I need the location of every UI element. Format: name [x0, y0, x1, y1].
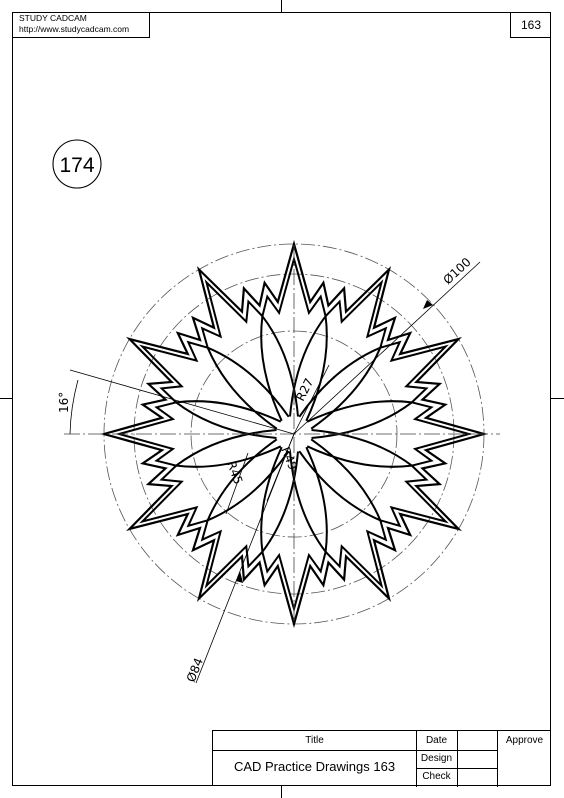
date-label: Date — [425, 735, 448, 746]
title-block: Title CAD Practice Drawings 163 Date Des… — [212, 730, 551, 787]
sheet-number: 163 — [510, 12, 551, 38]
approve-label: Approve — [505, 735, 544, 746]
radius-49-label: R49 — [278, 445, 300, 472]
part-number-label: 174 — [59, 154, 94, 177]
petals-outline — [173, 313, 415, 555]
radius-45-leader — [225, 452, 249, 515]
angle-label: 16° — [57, 392, 71, 413]
diameter-84-label: Ø84 — [184, 656, 206, 684]
angle-extension-line — [69, 369, 295, 435]
radius-49-leader — [266, 433, 295, 502]
flower-inner-outline — [115, 255, 473, 613]
center-tick-bottom — [281, 786, 283, 798]
drawing-title: CAD Practice Drawings 163 — [233, 759, 396, 774]
center-tick-top — [281, 0, 283, 12]
company-header: STUDY CADCAM http://www.studycadcam.com — [12, 12, 150, 38]
part-number-bubble — [52, 139, 102, 189]
angle-dimension-arc — [69, 379, 79, 435]
radius-27-leader — [293, 364, 330, 435]
company-url: http://www.studycadcam.com — [19, 24, 130, 34]
diameter-100-arrow — [423, 300, 433, 309]
radius-45-label: R45 — [224, 459, 245, 486]
check-label: Check — [422, 771, 451, 782]
diameter-84-arrow — [236, 571, 243, 583]
center-tick-right — [551, 398, 564, 400]
drawing-frame — [12, 12, 551, 786]
diameter-100-leader — [293, 261, 481, 435]
center-tick-left — [0, 398, 12, 400]
title-label: Title — [305, 735, 324, 746]
company-name: STUDY CADCAM — [19, 13, 87, 23]
design-label: Design — [420, 753, 453, 764]
diameter-100-label: Ø100 — [440, 255, 473, 287]
